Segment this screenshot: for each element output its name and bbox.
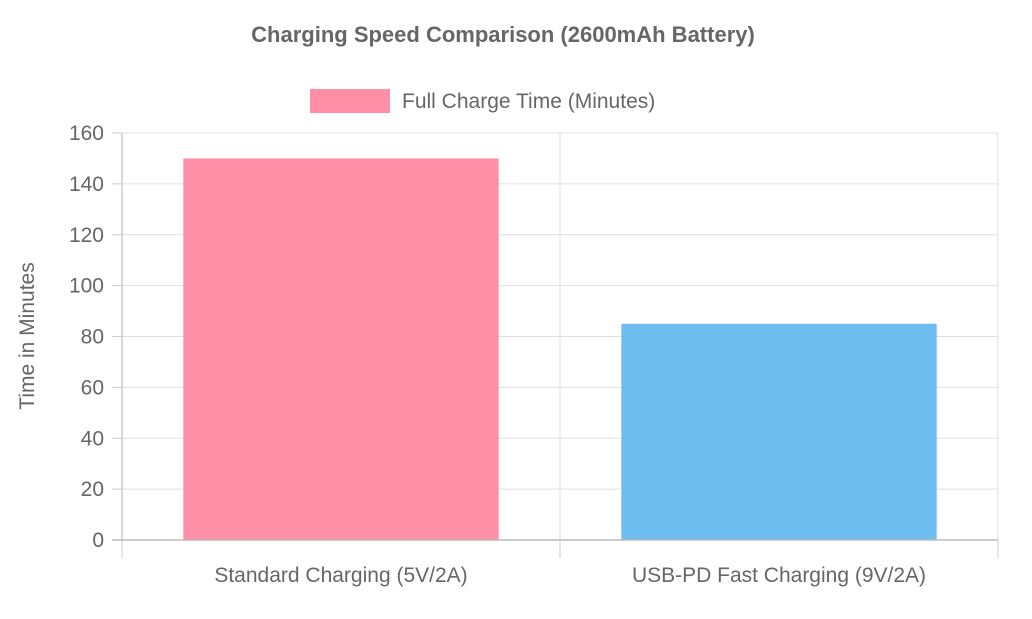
y-tick-labels: 0 20 40 60 80 100 120 140 160 — [69, 122, 104, 552]
axes — [112, 132, 999, 558]
y-tick-label: 0 — [92, 529, 104, 552]
y-tick-label: 40 — [81, 427, 104, 450]
legend-swatch — [310, 89, 390, 113]
y-tick-label: 100 — [69, 275, 104, 298]
y-axis-label: Time in Minutes — [16, 262, 39, 409]
y-tick-label: 60 — [81, 376, 104, 399]
legend-label: Full Charge Time (Minutes) — [402, 90, 655, 113]
y-tick-label: 140 — [69, 173, 104, 196]
x-tick-label: USB-PD Fast Charging (9V/2A) — [632, 564, 926, 587]
y-tick-label: 160 — [69, 122, 104, 145]
bar[interactable] — [183, 158, 499, 540]
y-tick-label: 20 — [81, 478, 104, 501]
bar[interactable] — [621, 323, 937, 540]
y-tick-label: 120 — [69, 224, 104, 247]
legend[interactable]: Full Charge Time (Minutes) — [310, 89, 655, 113]
bars — [183, 158, 937, 540]
x-tick-labels: Standard Charging (5V/2A) USB-PD Fast Cha… — [214, 564, 926, 587]
chart-title: Charging Speed Comparison (2600mAh Batte… — [251, 22, 755, 47]
x-tick-label: Standard Charging (5V/2A) — [214, 564, 467, 587]
y-tick-label: 80 — [81, 326, 104, 349]
